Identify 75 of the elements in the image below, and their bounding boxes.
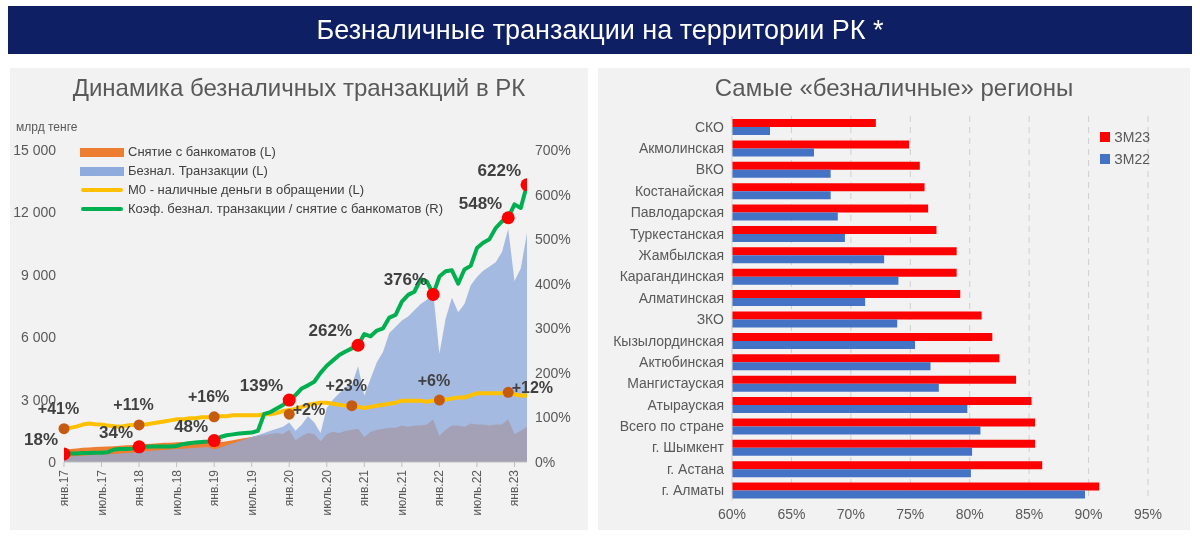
x-tick-label: янв.21 xyxy=(357,469,372,507)
y-tick-label: 9 000 xyxy=(20,266,57,283)
y-tick-label: Актюбинская xyxy=(639,353,724,370)
x-tick-label: 75% xyxy=(896,505,925,522)
y2-tick-label: 700% xyxy=(535,141,571,158)
legend-label: Коэф. безнал. транзакции / снятие с банкоматов (R) xyxy=(128,201,444,216)
data-label: 139% xyxy=(239,376,284,396)
annotation: +16% xyxy=(187,388,230,406)
x-tick-label: 95% xyxy=(1133,505,1163,522)
x-tick-label: 80% xyxy=(955,505,984,522)
x-tick-label: 60% xyxy=(717,505,747,522)
x-tick-label: июль.22 xyxy=(469,469,484,516)
y-tick-label: Атырауская xyxy=(647,396,724,413)
x-tick-label: 90% xyxy=(1074,505,1103,522)
y-tick-label: ЗКО xyxy=(696,311,725,328)
text: Безналичные транзакции на территории РК * xyxy=(8,6,1192,54)
x-tick-label: янв.17 xyxy=(57,469,71,507)
y-tick-label: г. Алматы xyxy=(661,482,724,499)
x-tick-label: янв.23 xyxy=(507,469,522,507)
y2-tick-label: 200% xyxy=(535,364,571,381)
x-tick-label: янв.22 xyxy=(432,469,447,507)
y2-tick-label: 600% xyxy=(535,186,571,203)
x-tick-label: янв.18 xyxy=(132,469,147,507)
x-tick-label: июль.21 xyxy=(394,469,409,516)
data-label: 622% xyxy=(477,160,521,180)
annotation: +12% xyxy=(511,378,554,396)
annotation: +6% xyxy=(417,371,451,389)
y-tick-label: Жамбылская xyxy=(638,247,724,263)
y-tick-label: Акмолинская xyxy=(638,140,724,157)
y-tick-label: Карагандинская xyxy=(619,268,724,285)
data-label: 376% xyxy=(383,270,428,290)
y-axis-title: млрд тенге xyxy=(16,120,78,134)
legend-label: Безнал. Транзакции (L) xyxy=(128,163,268,178)
data-label: 548% xyxy=(458,193,503,213)
x-tick-label: 85% xyxy=(1015,505,1044,522)
y-tick-label: Кызылординская xyxy=(613,332,724,349)
legend-label: ЗМ22 xyxy=(1114,151,1150,167)
y-tick-label: г. Астана xyxy=(666,460,725,477)
y-tick-label: 12 000 xyxy=(13,204,57,221)
x-tick-label: июль.17 xyxy=(94,469,109,516)
y-tick-label: Мангистауская xyxy=(627,375,724,392)
y-tick-label: Всего по стране xyxy=(619,418,725,435)
y-tick-label: Павлодарская xyxy=(630,204,724,221)
legend-label: М0 - наличные деньги в обращении (L) xyxy=(128,182,365,197)
data-label: 262% xyxy=(308,321,353,341)
y2-tick-label: 0% xyxy=(535,453,556,470)
x-tick-label: июль.18 xyxy=(169,469,184,516)
x-tick-label: июль.19 xyxy=(244,469,259,516)
y2-tick-label: 500% xyxy=(535,231,571,248)
y-tick-label: ВКО xyxy=(695,161,725,178)
data-label: 34% xyxy=(99,422,134,442)
data-label: 18% xyxy=(23,429,58,449)
x-tick-label: 65% xyxy=(777,505,806,522)
y2-tick-label: 300% xyxy=(535,320,571,337)
data-label: 48% xyxy=(174,416,209,436)
y2-tick-label: 100% xyxy=(535,409,571,426)
annotation: +23% xyxy=(325,377,367,395)
y-tick-label: Туркестанская xyxy=(629,225,724,242)
x-tick-label: 70% xyxy=(836,505,865,522)
y-tick-label: Алматинская xyxy=(638,289,724,306)
x-tick-label: июль.20 xyxy=(319,469,334,516)
y2-tick-label: 400% xyxy=(535,275,571,292)
x-tick-label: янв.19 xyxy=(207,469,222,507)
y-tick-label: Костанайская xyxy=(634,182,724,199)
legend-label: Снятие с банкоматов (L) xyxy=(128,144,276,159)
y-tick-label: СКО xyxy=(695,118,725,135)
y-tick-label: 6 000 xyxy=(20,329,57,346)
annotation: +11% xyxy=(113,396,154,414)
y-tick-label: 0 xyxy=(48,453,57,470)
chart-title: Динамика безналичных транзакций в РК xyxy=(71,74,527,102)
x-tick-label: янв.20 xyxy=(282,469,297,507)
y-tick-label: г. Шымкент xyxy=(652,439,725,456)
y-tick-label: 15 000 xyxy=(13,141,57,158)
legend-label: ЗМ23 xyxy=(1114,129,1150,145)
chart-title: Самые «безналичные» регионы xyxy=(713,74,1075,102)
